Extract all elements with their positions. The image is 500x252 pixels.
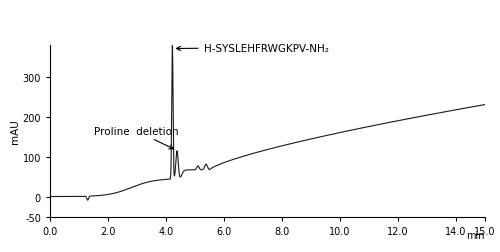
- Text: H-SYSLEHFRWGKPV-NH₂: H-SYSLEHFRWGKPV-NH₂: [176, 43, 328, 53]
- Text: Proline  deletion: Proline deletion: [94, 126, 178, 149]
- Text: min: min: [466, 230, 485, 240]
- Y-axis label: mAU: mAU: [10, 119, 20, 143]
